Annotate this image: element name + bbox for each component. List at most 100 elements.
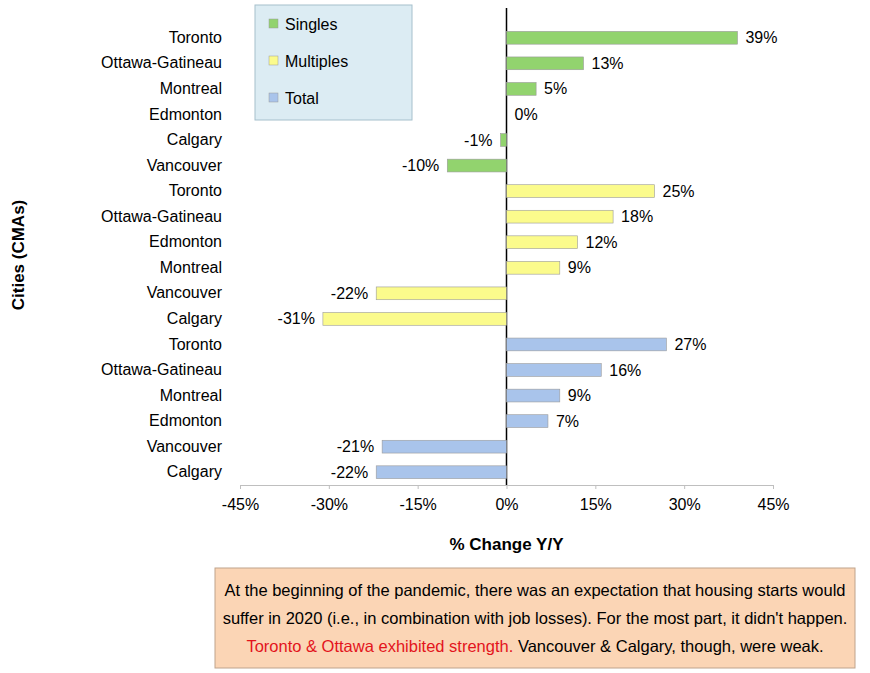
data-label: 7% (556, 413, 579, 430)
annotation-text: suffer in 2020 (i.e., in combination wit… (223, 609, 848, 627)
data-label: 9% (568, 259, 591, 276)
chart: -45% -30% -15% 0% 15% 30% 45% Toronto Ottawa-Gat… (0, 0, 870, 673)
legend-swatch (269, 19, 278, 28)
y-tick: Toronto (169, 29, 240, 46)
x-tick-mark (507, 485, 508, 489)
y-tick-label: Edmonton (149, 233, 222, 250)
bar (376, 466, 506, 479)
bar (507, 57, 584, 70)
data-label: -31% (278, 310, 315, 327)
annotation-line: Toronto & Ottawa exhibited strength. Van… (246, 637, 823, 655)
legend-label: Singles (285, 16, 337, 33)
bar (323, 313, 507, 326)
bar (507, 236, 578, 249)
data-label: -1% (464, 132, 492, 149)
x-tick: 30% (669, 485, 701, 513)
y-tick-label: Toronto (169, 29, 222, 46)
x-tick-mark (684, 485, 685, 489)
y-tick-label: Vancouver (147, 284, 223, 301)
y-tick: Ottawa-Gatineau (101, 54, 240, 71)
x-tick: -30% (311, 485, 348, 513)
bar (507, 210, 614, 223)
legend-label: Total (285, 90, 319, 107)
y-axis-title: Cities (CMAs) (9, 200, 28, 311)
y-tick: Vancouver (147, 438, 240, 455)
y-tick-label: Edmonton (149, 412, 222, 429)
data-label: 13% (591, 55, 623, 72)
x-tick: 0% (495, 485, 518, 513)
data-label: 18% (621, 208, 653, 225)
y-tick-label: Vancouver (147, 157, 223, 174)
x-tick-mark (240, 485, 241, 489)
x-tick-mark (595, 485, 596, 489)
x-tick-label: 0% (495, 496, 518, 513)
y-tick: Calgary (167, 131, 240, 148)
y-tick-label: Vancouver (147, 438, 223, 455)
bar (447, 159, 506, 172)
legend-box (255, 5, 412, 120)
legend-swatch (269, 56, 278, 65)
data-label: 5% (544, 80, 567, 97)
x-axis-title: % Change Y/Y (450, 535, 565, 554)
x-tick-label: -30% (311, 496, 348, 513)
y-tick-label: Calgary (167, 463, 222, 480)
y-tick: Calgary (167, 463, 240, 480)
annotation-line: suffer in 2020 (i.e., in combination wit… (223, 609, 848, 627)
y-tick-label: Ottawa-Gatineau (101, 361, 222, 378)
y-tick: Edmonton (149, 233, 240, 250)
legend: Singles Multiples Total (255, 5, 412, 120)
y-tick: Calgary (167, 310, 240, 327)
y-axis-line (240, 26, 241, 486)
y-tick-label: Montreal (160, 259, 222, 276)
bar (507, 261, 560, 274)
y-tick: Ottawa-Gatineau (101, 208, 240, 225)
x-tick: -45% (222, 485, 259, 513)
bar (507, 338, 667, 351)
annotation-line: At the beginning of the pandemic, there … (225, 581, 846, 599)
x-tick-mark (418, 485, 419, 489)
y-tick: Ottawa-Gatineau (101, 361, 240, 378)
bar (382, 440, 506, 453)
y-tick-label: Calgary (167, 310, 222, 327)
y-tick-label: Calgary (167, 131, 222, 148)
y-tick-label: Toronto (169, 182, 222, 199)
x-tick-label: 45% (757, 496, 789, 513)
y-tick-label: Montreal (160, 80, 222, 97)
x-tick: -15% (399, 485, 436, 513)
y-tick-label: Toronto (169, 336, 222, 353)
data-label: 12% (586, 234, 618, 251)
y-tick: Vancouver (147, 157, 240, 174)
bar (507, 364, 602, 377)
annotation-text: At the beginning of the pandemic, there … (225, 581, 846, 599)
annotation-text: Vancouver & Calgary, though, were weak. (513, 637, 823, 655)
bar (501, 134, 507, 147)
legend-swatch (269, 93, 278, 102)
y-tick: Toronto (169, 336, 240, 353)
annotation-text: Toronto & Ottawa exhibited strength. (246, 637, 513, 655)
y-tick: Toronto (169, 182, 240, 199)
x-axis: -45% -30% -15% 0% 15% 30% 45% (222, 485, 790, 513)
y-tick-label: Ottawa-Gatineau (101, 54, 222, 71)
annotation-box (215, 568, 855, 668)
y-tick: Montreal (160, 259, 240, 276)
data-label: 16% (609, 362, 641, 379)
data-label: -10% (402, 157, 439, 174)
y-tick-label: Edmonton (149, 106, 222, 123)
data-label: -21% (337, 438, 374, 455)
x-tick: 45% (757, 485, 789, 513)
y-tick: Montreal (160, 80, 240, 97)
y-tick: Montreal (160, 387, 240, 404)
x-tick: 15% (580, 485, 612, 513)
y-tick: Edmonton (149, 106, 240, 123)
x-tick-label: -15% (399, 496, 436, 513)
legend-label: Multiples (285, 53, 348, 70)
x-tick-mark (329, 485, 330, 489)
x-tick-mark (773, 485, 774, 489)
data-label: 9% (568, 387, 591, 404)
y-tick-label: Montreal (160, 387, 222, 404)
data-label: -22% (331, 285, 368, 302)
bar (507, 415, 548, 428)
y-axis: Toronto Ottawa-Gatineau Montreal Edmonton Ca… (101, 26, 240, 486)
bar (507, 31, 738, 44)
data-label: 27% (674, 336, 706, 353)
